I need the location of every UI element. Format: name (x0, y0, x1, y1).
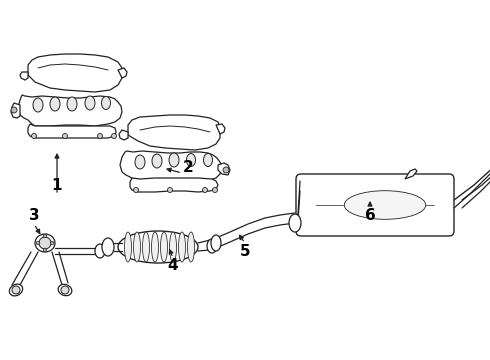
Ellipse shape (188, 232, 195, 262)
Polygon shape (130, 178, 218, 192)
Text: 4: 4 (168, 257, 178, 273)
Ellipse shape (151, 232, 158, 262)
Circle shape (133, 188, 139, 193)
Circle shape (36, 241, 40, 245)
Ellipse shape (344, 191, 426, 219)
Ellipse shape (95, 244, 105, 258)
Polygon shape (120, 151, 222, 182)
Circle shape (31, 134, 36, 139)
Polygon shape (128, 115, 220, 150)
Ellipse shape (124, 232, 131, 262)
Ellipse shape (50, 97, 60, 111)
Ellipse shape (187, 153, 196, 166)
Text: 6: 6 (365, 207, 375, 222)
Ellipse shape (133, 232, 141, 262)
Circle shape (12, 286, 20, 294)
Ellipse shape (161, 232, 168, 262)
Text: 2: 2 (183, 161, 194, 175)
FancyBboxPatch shape (296, 174, 454, 236)
Polygon shape (119, 130, 128, 140)
Ellipse shape (67, 97, 77, 111)
Ellipse shape (85, 96, 95, 110)
Text: 1: 1 (52, 177, 62, 193)
Ellipse shape (289, 214, 301, 232)
Ellipse shape (169, 153, 179, 167)
Ellipse shape (207, 239, 217, 253)
Ellipse shape (211, 235, 221, 251)
Circle shape (168, 188, 172, 193)
Polygon shape (405, 169, 417, 179)
Polygon shape (18, 95, 122, 126)
Ellipse shape (152, 154, 162, 168)
Circle shape (50, 241, 54, 245)
Polygon shape (28, 54, 122, 92)
Ellipse shape (178, 232, 186, 262)
Ellipse shape (33, 98, 43, 112)
Ellipse shape (35, 234, 55, 252)
Circle shape (213, 188, 218, 193)
Circle shape (112, 134, 117, 139)
Circle shape (202, 188, 207, 193)
Ellipse shape (102, 238, 114, 256)
Text: 5: 5 (240, 244, 250, 260)
Polygon shape (20, 72, 28, 80)
Circle shape (98, 134, 102, 139)
Circle shape (63, 134, 68, 139)
Ellipse shape (101, 96, 111, 109)
Ellipse shape (9, 284, 23, 296)
Ellipse shape (203, 153, 213, 166)
Text: 3: 3 (29, 207, 39, 222)
Polygon shape (218, 163, 230, 175)
Ellipse shape (135, 155, 145, 169)
Polygon shape (11, 103, 20, 118)
Circle shape (43, 234, 47, 238)
Ellipse shape (118, 231, 198, 263)
Circle shape (61, 286, 69, 294)
Ellipse shape (58, 284, 72, 296)
Polygon shape (118, 68, 127, 78)
Ellipse shape (143, 232, 149, 262)
Circle shape (11, 107, 17, 113)
Circle shape (39, 237, 51, 249)
Polygon shape (216, 124, 225, 134)
Polygon shape (28, 124, 116, 138)
Circle shape (223, 167, 229, 173)
Circle shape (43, 248, 47, 252)
Ellipse shape (170, 232, 176, 262)
